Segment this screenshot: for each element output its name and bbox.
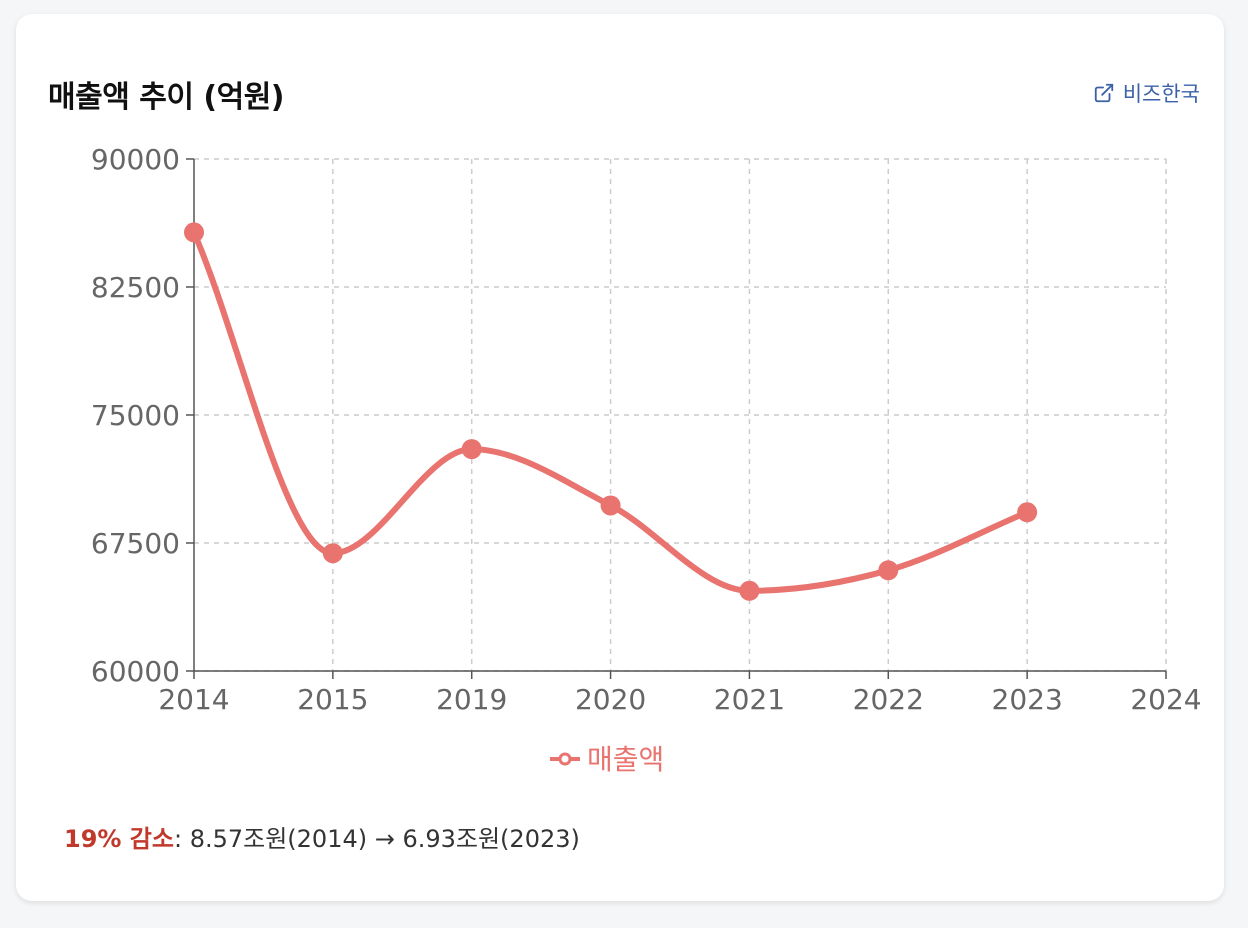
y-tick-label: 90000 [91, 143, 180, 176]
data-point [600, 495, 621, 516]
x-tick-label: 2023 [992, 683, 1063, 716]
external-link-icon [1093, 82, 1115, 104]
x-tick-label: 2020 [575, 683, 646, 716]
data-point [1017, 502, 1038, 523]
summary-highlight: 19% 감소 [64, 825, 174, 853]
source-link-label: 비즈한국 [1122, 82, 1200, 106]
summary-detail: 8.57조원(2014) → 6.93조원(2023) [182, 825, 580, 853]
chart-card [16, 14, 1224, 901]
x-tick-label: 2015 [297, 683, 368, 716]
chart-title: 매출액 추이 (억원) [48, 80, 285, 115]
source-link[interactable]: 비즈한국 [1093, 78, 1200, 108]
x-tick-label: 2021 [714, 683, 785, 716]
data-point [878, 560, 899, 581]
data-point [739, 580, 760, 601]
data-point [322, 543, 343, 564]
y-tick-label: 67500 [91, 527, 180, 560]
summary-line: 19% 감소: 8.57조원(2014) → 6.93조원(2023) [64, 819, 580, 854]
x-tick-label: 2014 [158, 683, 229, 716]
y-tick-label: 75000 [91, 399, 180, 432]
legend-label: 매출액 [587, 743, 664, 776]
data-point [461, 439, 482, 460]
y-tick-label: 82500 [91, 271, 180, 304]
data-point [184, 222, 204, 243]
x-tick-label: 2024 [1130, 683, 1201, 716]
x-tick-label: 2019 [436, 683, 507, 716]
legend-marker-icon [558, 752, 572, 766]
y-tick-label: 60000 [91, 655, 180, 688]
x-tick-label: 2022 [853, 683, 924, 716]
summary-colon: : [173, 825, 183, 853]
